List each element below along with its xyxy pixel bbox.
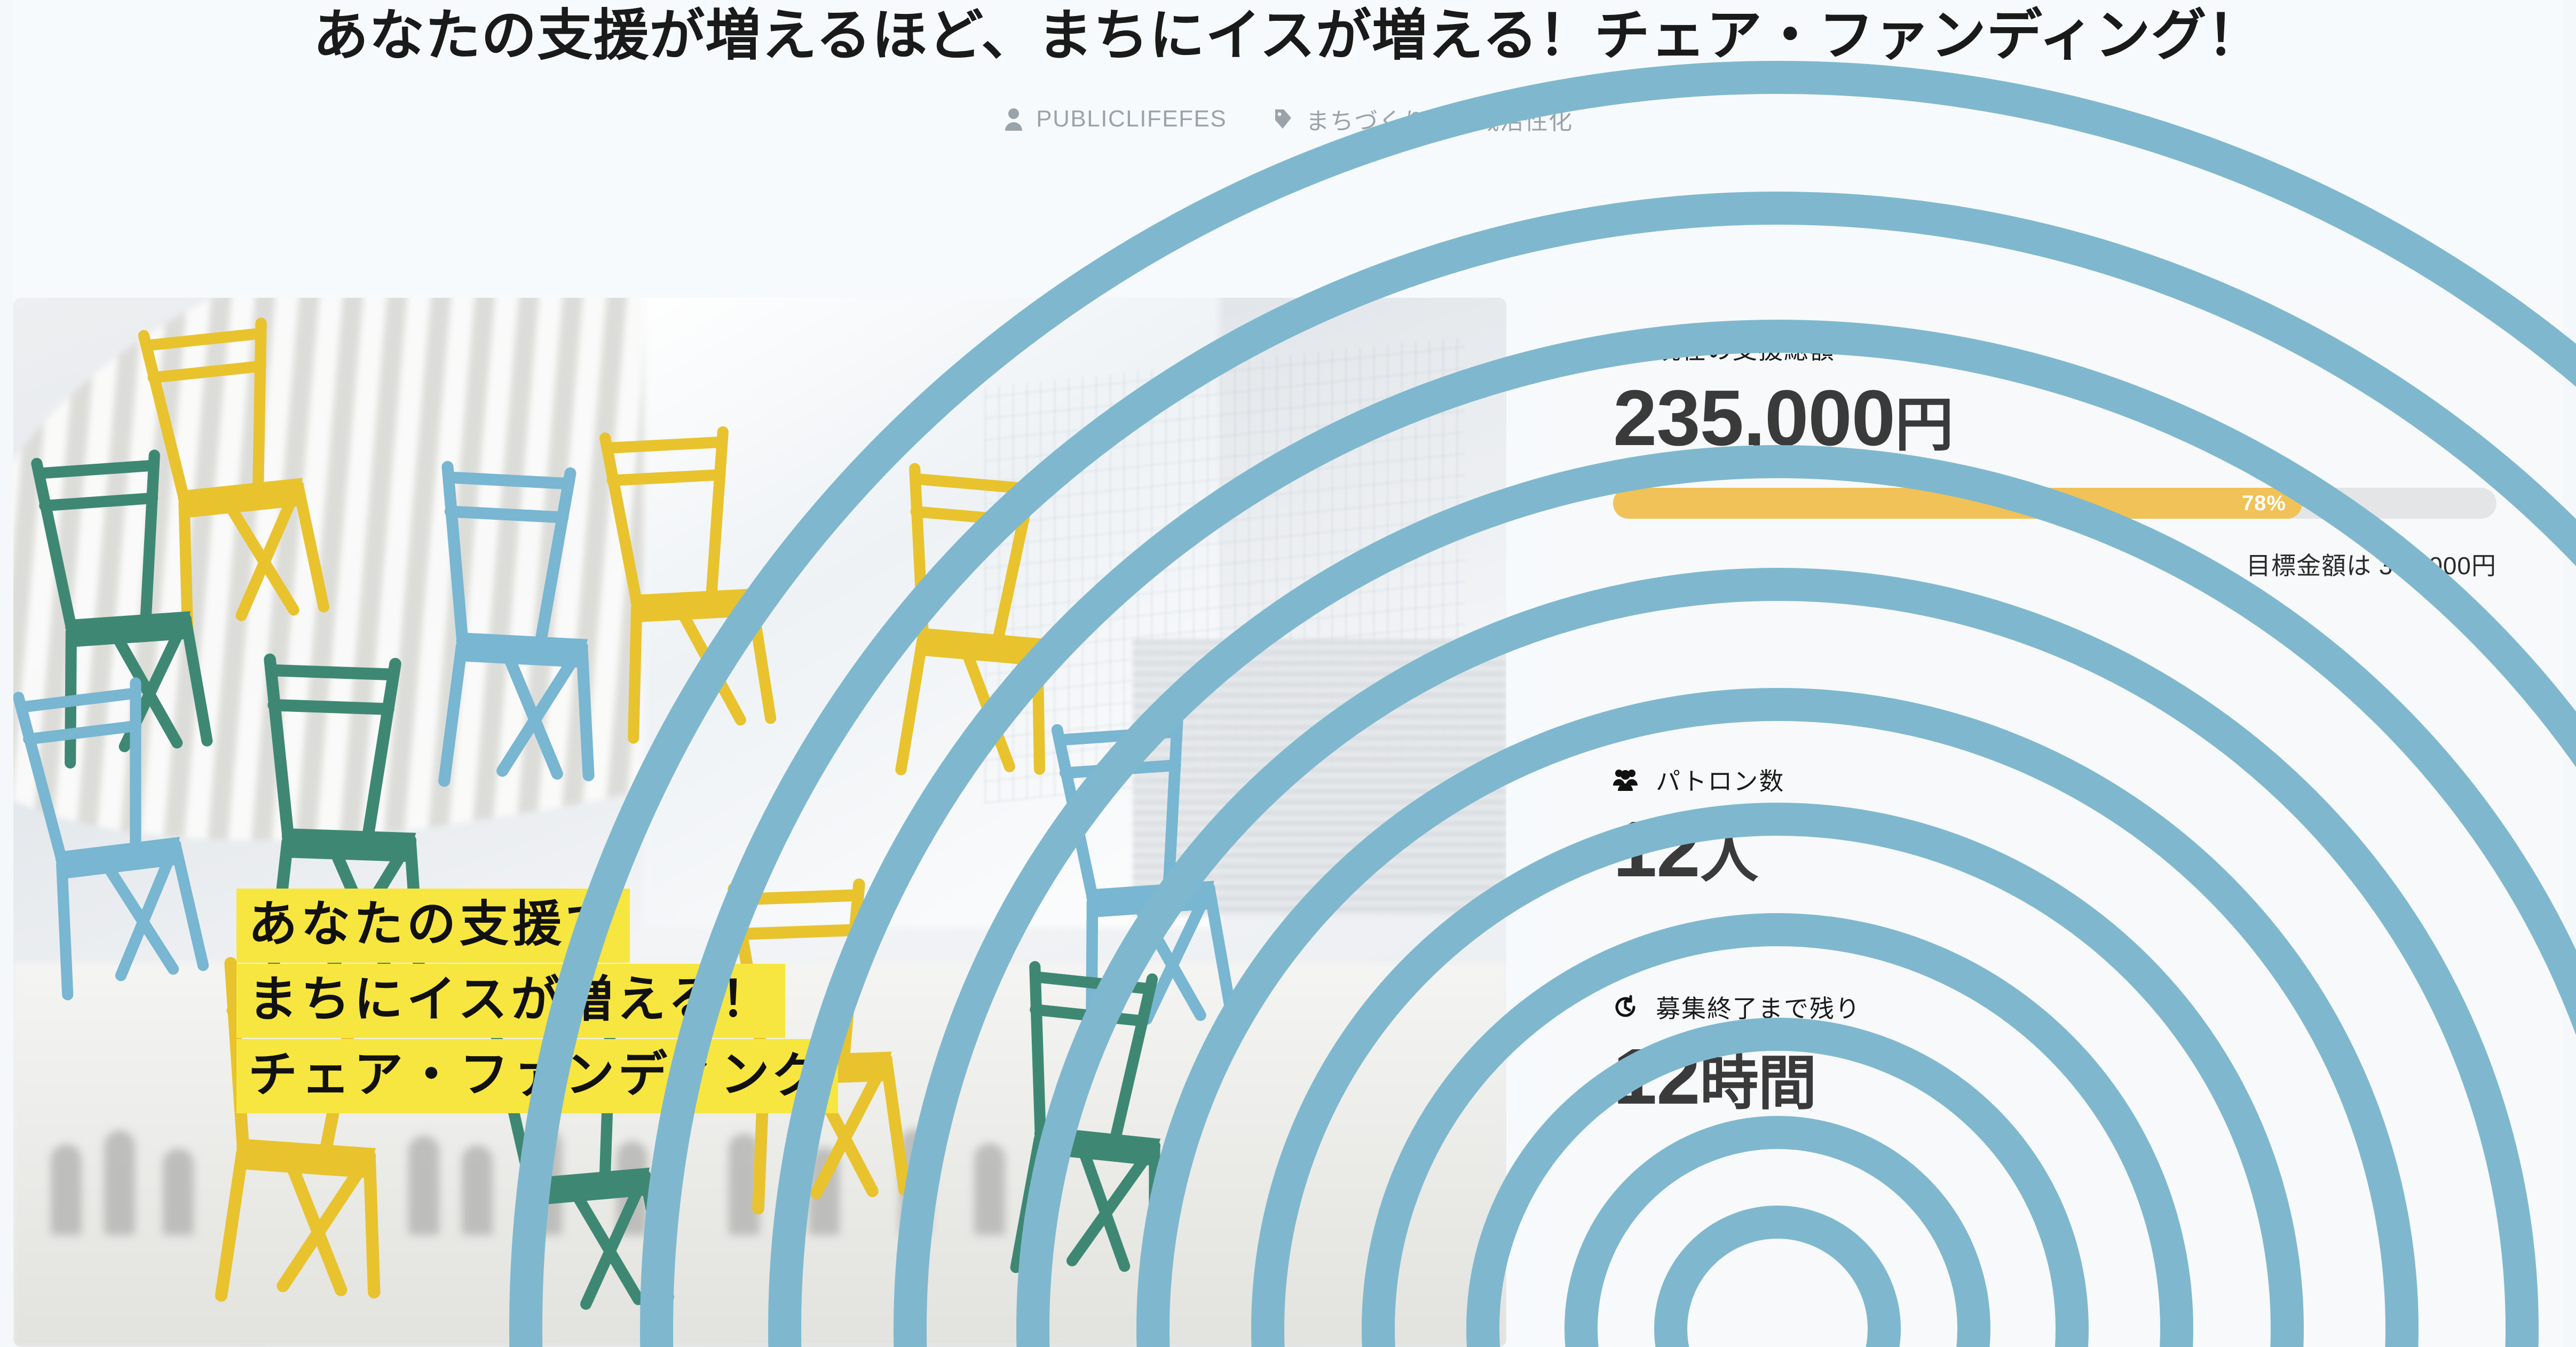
remaining-time-unit: 時間 bbox=[1700, 1051, 1817, 1116]
progress-fill: 78% bbox=[1613, 488, 2302, 519]
goal-amount-text: 目標金額は 300,000円 bbox=[2246, 552, 2496, 580]
total-amount-label: 現在の支援総額 bbox=[1656, 336, 1835, 364]
total-amount-unit: 円 bbox=[1894, 392, 1954, 458]
patron-count-label: パトロン数 bbox=[1656, 767, 1785, 795]
tag-meta[interactable]: まちづくり・地域活性化 bbox=[1273, 102, 1573, 136]
patron-count-number: 12 bbox=[1613, 805, 1701, 893]
patron-count-value: 12人 bbox=[1547, 810, 2563, 889]
remaining-time-number: 12 bbox=[1613, 1033, 1701, 1121]
patron-count-unit: 人 bbox=[1700, 823, 1759, 889]
content-sheet: あなたの支援が増えるほど、まちにイスが増える！チェア・ファンディング！ PUBL… bbox=[13, 0, 2563, 1347]
chair-illustration-yellow-1 bbox=[87, 298, 372, 662]
author-meta[interactable]: PUBLICLIFEFES bbox=[1003, 106, 1227, 132]
stat-total-amount: 現在の支援総額 235,000円 78% 目標金額は 300,000円 bbox=[1547, 331, 2563, 582]
tag-icon bbox=[1273, 107, 1294, 131]
caption-line-2: まちにイスが増える！ bbox=[236, 964, 786, 1039]
project-stats-panel: 現在の支援総額 235,000円 78% 目標金額は 300,000円 bbox=[1547, 298, 2563, 1347]
project-meta: PUBLICLIFEFES まちづくり・地域活性化 bbox=[13, 102, 2563, 136]
total-amount-number: 235,000 bbox=[1613, 374, 1895, 462]
hero-image[interactable]: あなたの支援で まちにイスが増える！ チェア・ファンディング bbox=[13, 298, 1506, 1347]
caption-line-3: チェア・ファンディング bbox=[236, 1039, 838, 1113]
hero-caption: あなたの支援で まちにイスが増える！ チェア・ファンディング bbox=[236, 889, 989, 1113]
progress-percent-label: 78% bbox=[2241, 491, 2286, 515]
yen-icon bbox=[1613, 335, 1638, 362]
total-amount-value: 235,000円 bbox=[1547, 379, 2563, 458]
stat-remaining-time: 募集終了まで残り 12時間 bbox=[1547, 989, 2563, 1116]
clock-icon bbox=[1613, 994, 1638, 1020]
page-title: あなたの支援が増えるほど、まちにイスが増える！チェア・ファンディング！ bbox=[313, 5, 2263, 67]
patron-count-header: パトロン数 bbox=[1547, 762, 2563, 797]
progress-track: 78% bbox=[1613, 488, 2496, 519]
remaining-time-label: 募集終了まで残り bbox=[1656, 995, 1861, 1023]
remaining-time-header: 募集終了まで残り bbox=[1547, 989, 2563, 1025]
total-amount-header: 現在の支援総額 bbox=[1547, 331, 2563, 366]
person-icon bbox=[1003, 107, 1024, 131]
caption-line-1: あなたの支援で bbox=[236, 889, 630, 963]
people-icon bbox=[1613, 766, 1638, 793]
chair-illustration-yellow-2 bbox=[549, 406, 817, 766]
author-name: PUBLICLIFEFES bbox=[1036, 105, 1227, 132]
page-header: あなたの支援が増えるほど、まちにイスが増える！チェア・ファンディング！ PUBL… bbox=[13, 0, 2563, 136]
remaining-time-value: 12時間 bbox=[1547, 1037, 2563, 1116]
stat-patron-count: パトロン数 12人 bbox=[1547, 762, 2563, 889]
project-body: あなたの支援で まちにイスが増える！ チェア・ファンディング 現在の支援総額 bbox=[13, 298, 2563, 1347]
funding-progress: 78% bbox=[1547, 488, 2563, 519]
tag-name: まちづくり・地域活性化 bbox=[1306, 108, 1573, 134]
chair-illustration-blue-2 bbox=[13, 652, 252, 1027]
